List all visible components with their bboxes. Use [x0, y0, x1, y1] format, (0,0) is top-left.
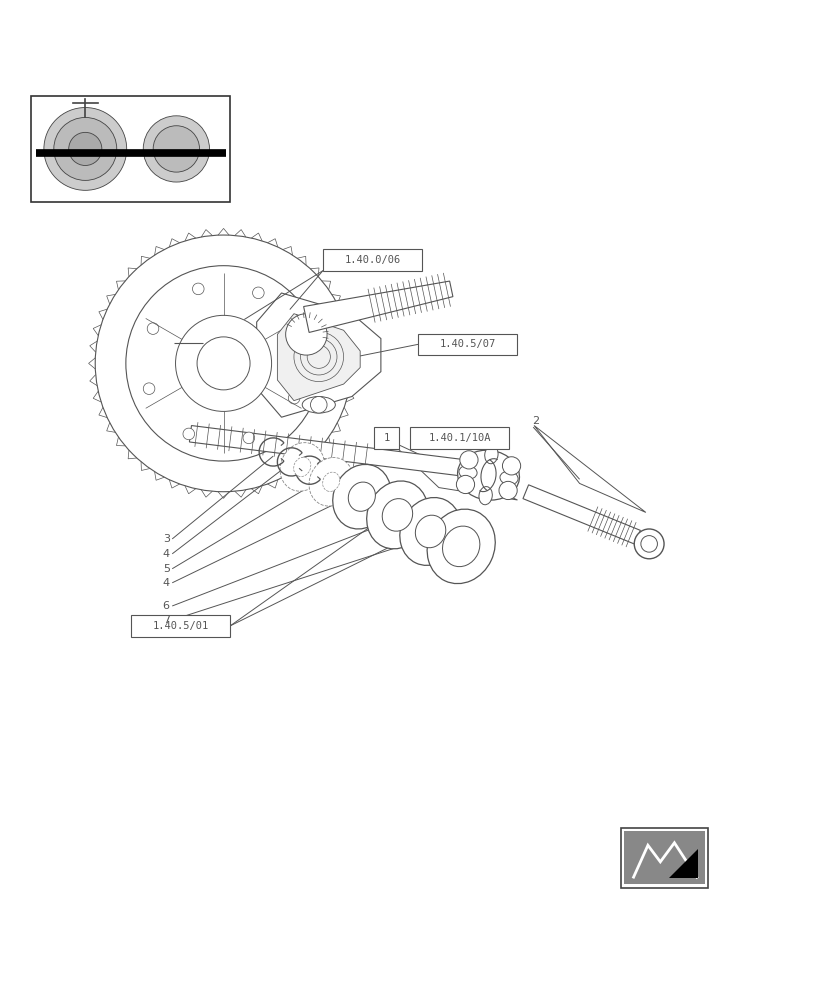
Ellipse shape [302, 397, 335, 413]
Circle shape [640, 536, 657, 552]
Circle shape [175, 315, 271, 411]
Ellipse shape [294, 457, 310, 477]
Ellipse shape [427, 509, 495, 584]
Text: 6: 6 [163, 601, 170, 611]
FancyBboxPatch shape [374, 427, 399, 449]
Text: 1.40.1/10A: 1.40.1/10A [428, 433, 490, 443]
Circle shape [292, 332, 304, 344]
Text: 1.40.0/06: 1.40.0/06 [344, 255, 400, 265]
Text: 4: 4 [162, 578, 170, 588]
Polygon shape [304, 281, 452, 332]
Polygon shape [256, 293, 380, 417]
Circle shape [197, 337, 250, 390]
Text: 1.40.5/01: 1.40.5/01 [152, 621, 208, 631]
Ellipse shape [382, 499, 412, 531]
Circle shape [153, 126, 199, 172]
Text: 3: 3 [163, 534, 170, 544]
Ellipse shape [323, 472, 339, 491]
Circle shape [499, 481, 517, 500]
Circle shape [459, 451, 477, 469]
Ellipse shape [280, 443, 324, 491]
Circle shape [252, 287, 264, 299]
Ellipse shape [308, 458, 353, 506]
Ellipse shape [415, 515, 445, 548]
Circle shape [288, 392, 299, 404]
Ellipse shape [332, 464, 390, 529]
FancyBboxPatch shape [323, 249, 422, 271]
Bar [31, 96, 230, 202]
FancyBboxPatch shape [131, 615, 230, 637]
Polygon shape [668, 849, 696, 878]
Circle shape [126, 266, 321, 461]
Ellipse shape [458, 466, 476, 479]
Circle shape [69, 132, 102, 165]
FancyBboxPatch shape [409, 427, 509, 449]
Text: 7: 7 [162, 615, 170, 625]
Circle shape [285, 314, 327, 355]
Circle shape [456, 475, 474, 494]
Text: 2: 2 [532, 416, 538, 426]
Text: 4: 4 [162, 549, 170, 559]
Bar [620, 828, 707, 888]
Polygon shape [523, 485, 639, 544]
Ellipse shape [442, 526, 480, 567]
Ellipse shape [366, 481, 428, 549]
Circle shape [147, 323, 159, 334]
Ellipse shape [457, 450, 519, 500]
Ellipse shape [500, 471, 518, 485]
Text: 1.40.5/07: 1.40.5/07 [439, 339, 495, 349]
Circle shape [192, 283, 203, 295]
Ellipse shape [484, 446, 498, 464]
Ellipse shape [348, 482, 375, 511]
Ellipse shape [478, 487, 492, 505]
Circle shape [310, 397, 327, 413]
Circle shape [183, 428, 194, 440]
FancyBboxPatch shape [418, 334, 517, 355]
Bar [624, 831, 704, 884]
Polygon shape [277, 314, 360, 401]
Text: 5: 5 [163, 564, 170, 574]
Text: 1: 1 [383, 433, 390, 443]
Circle shape [243, 432, 255, 444]
Circle shape [44, 108, 127, 190]
Ellipse shape [399, 498, 461, 565]
Polygon shape [189, 426, 489, 479]
Circle shape [143, 383, 155, 394]
Circle shape [95, 235, 351, 492]
Circle shape [54, 117, 117, 180]
Circle shape [502, 457, 520, 475]
Circle shape [143, 116, 209, 182]
Circle shape [633, 529, 663, 559]
